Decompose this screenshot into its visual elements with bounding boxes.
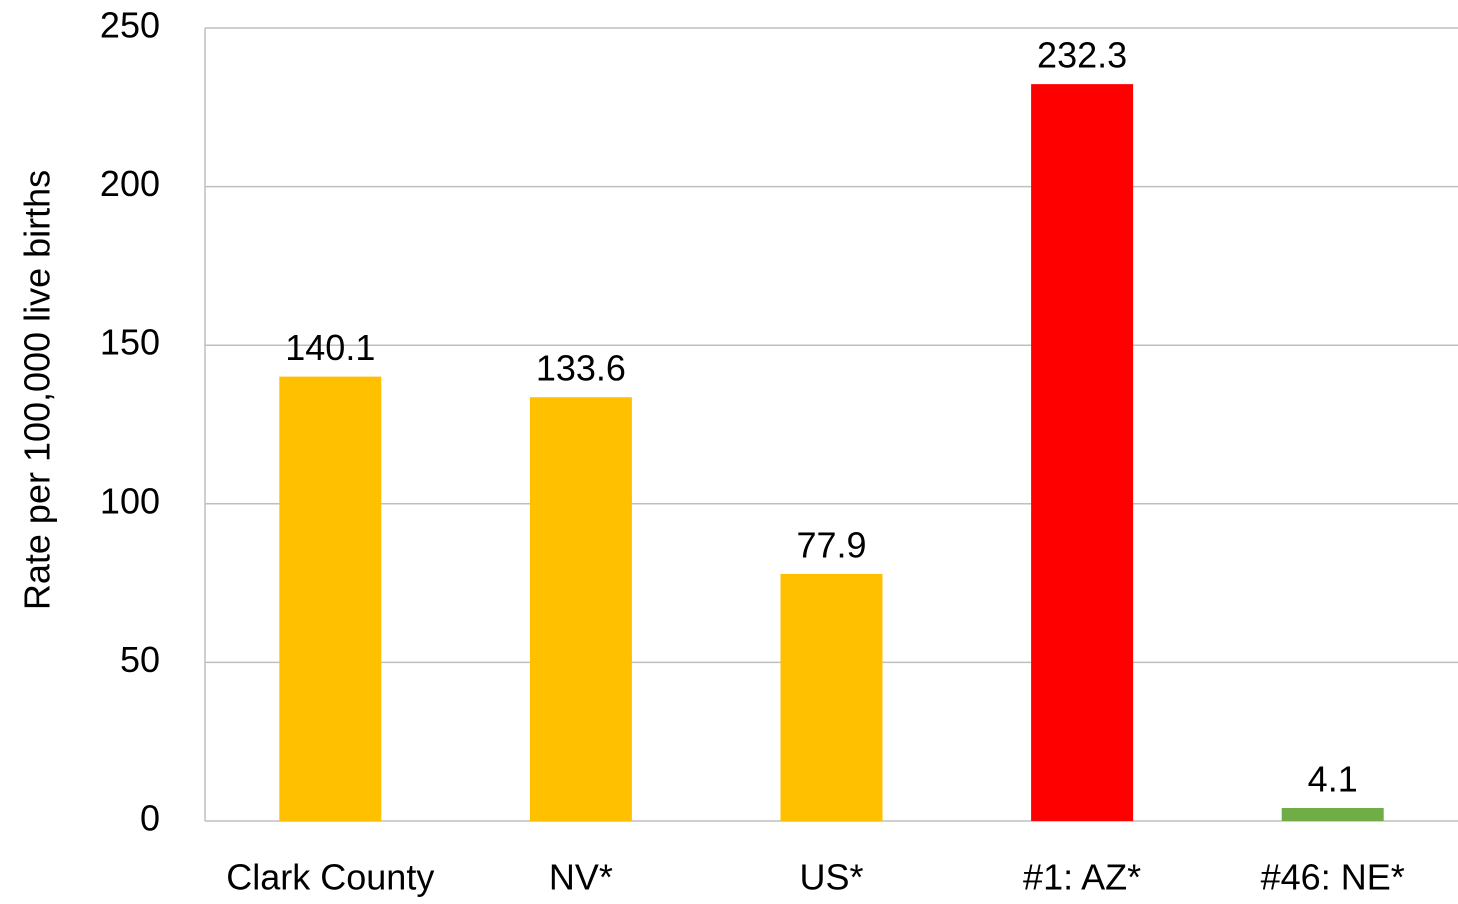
data-label: 232.3 — [1037, 35, 1127, 76]
data-label: 133.6 — [536, 348, 626, 389]
bar — [529, 397, 632, 821]
x-tick-label: NV* — [549, 857, 613, 898]
y-tick-label: 250 — [100, 5, 160, 46]
y-tick-label: 0 — [140, 798, 160, 839]
y-tick-label: 200 — [100, 163, 160, 204]
bar — [1281, 807, 1384, 821]
x-tick-label: Clark County — [226, 857, 434, 898]
x-tick-label: #1: AZ* — [1023, 857, 1141, 898]
bar — [279, 376, 382, 821]
bar — [1031, 84, 1134, 821]
data-label: 140.1 — [285, 327, 375, 368]
data-label: 77.9 — [796, 524, 866, 565]
y-axis-label: Rate per 100,000 live births — [17, 170, 58, 610]
x-tick-label: US* — [799, 857, 863, 898]
y-tick-label: 50 — [120, 639, 160, 680]
data-label: 4.1 — [1308, 759, 1358, 800]
x-tick-label: #46: NE* — [1261, 857, 1405, 898]
y-tick-label: 150 — [100, 322, 160, 363]
bar — [780, 573, 883, 821]
y-tick-label: 100 — [100, 480, 160, 521]
